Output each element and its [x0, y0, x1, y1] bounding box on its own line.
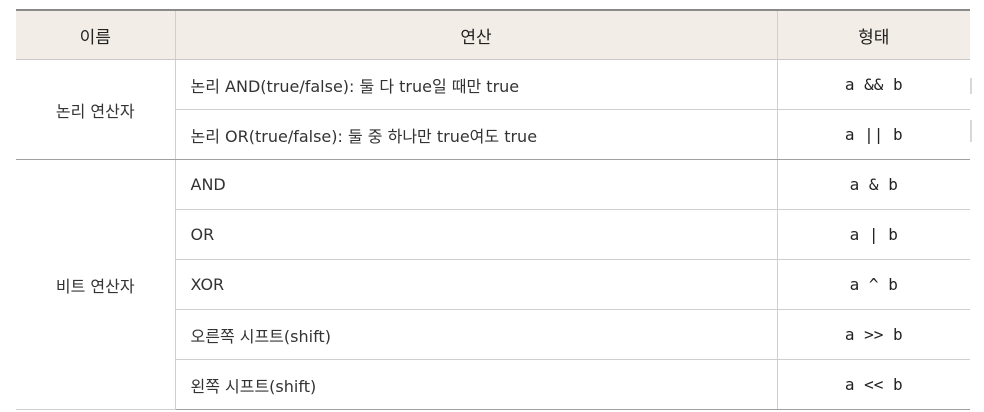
table-row: 비트 연산자 AND a & b — [16, 159, 970, 410]
header-form: 형태 — [776, 9, 970, 60]
header-operation: 연산 — [174, 9, 777, 60]
table-row: OR a | b — [16, 209, 970, 260]
edge-artifact — [970, 78, 972, 94]
table-row: 오른쪽 시프트(shift) a >> b — [16, 309, 970, 360]
table-header: 이름 연산 형태 — [16, 9, 970, 60]
form-cell: a && b — [776, 59, 970, 110]
operation-cell: AND — [175, 159, 777, 210]
operation-cell: 왼쪽 시프트(shift) — [175, 359, 777, 410]
operation-cell: 논리 OR(true/false): 둘 중 하나만 true여도 true — [175, 109, 777, 160]
header-row: 이름 연산 형태 — [16, 9, 970, 60]
form-cell: a >> b — [776, 309, 970, 360]
table-row: 논리 연산자 논리 AND(true/false): 둘 다 true일 때만 … — [16, 59, 970, 160]
form-cell: a ^ b — [776, 259, 970, 310]
operation-cell: OR — [175, 209, 777, 260]
edge-artifact — [970, 120, 972, 142]
form-cell: a & b — [776, 159, 970, 210]
group-name-bitwise: 비트 연산자 — [16, 159, 176, 410]
header-name: 이름 — [16, 9, 175, 60]
form-cell: a || b — [776, 109, 970, 160]
operator-table: 이름 연산 형태 논리 연산자 논리 AND(true/false): 둘 다 … — [16, 9, 970, 410]
group-name-logical: 논리 연산자 — [16, 59, 176, 160]
table-row: 논리 OR(true/false): 둘 중 하나만 true여도 true a… — [16, 109, 970, 160]
operation-cell: 논리 AND(true/false): 둘 다 true일 때만 true — [175, 59, 777, 110]
table-row: 왼쪽 시프트(shift) a << b — [16, 359, 970, 410]
operation-cell: 오른쪽 시프트(shift) — [175, 309, 777, 360]
table-row: XOR a ^ b — [16, 259, 970, 310]
form-cell: a << b — [776, 359, 970, 410]
form-cell: a | b — [776, 209, 970, 260]
table-body: 논리 연산자 논리 AND(true/false): 둘 다 true일 때만 … — [16, 59, 970, 410]
operation-cell: XOR — [175, 259, 777, 310]
